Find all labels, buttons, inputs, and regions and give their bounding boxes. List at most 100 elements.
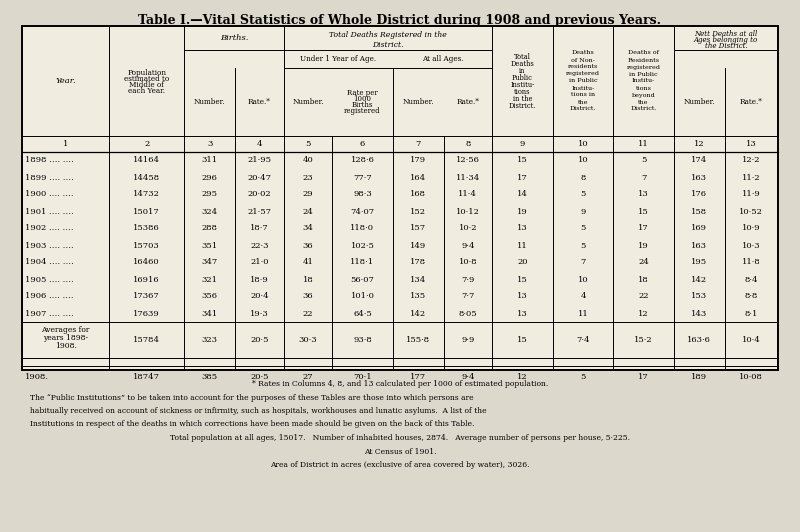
Text: 24: 24 xyxy=(302,207,314,215)
Text: 1899 …. ….: 1899 …. …. xyxy=(25,173,74,181)
Text: Area of District in acres (exclusive of area covered by water), 3026.: Area of District in acres (exclusive of … xyxy=(270,461,530,469)
Text: 143: 143 xyxy=(691,310,707,318)
Text: 118·1: 118·1 xyxy=(350,259,374,267)
Text: 4: 4 xyxy=(580,293,586,301)
Text: 1908.: 1908. xyxy=(54,342,77,350)
Text: 16460: 16460 xyxy=(134,259,160,267)
Text: 17: 17 xyxy=(638,225,649,232)
Text: Nett Deaths at all: Nett Deaths at all xyxy=(694,30,758,38)
Text: 11: 11 xyxy=(638,140,649,148)
Text: 15·2: 15·2 xyxy=(634,336,653,344)
Text: 13: 13 xyxy=(638,190,649,198)
Text: 98·3: 98·3 xyxy=(353,190,372,198)
Text: Number.: Number. xyxy=(292,98,324,106)
Text: 18: 18 xyxy=(638,276,649,284)
Text: 8: 8 xyxy=(465,140,470,148)
Text: 5: 5 xyxy=(580,242,586,250)
Text: 1906 …. ….: 1906 …. …. xyxy=(25,293,74,301)
Text: * Rates in Columns 4, 8, and 13 calculated per 1000 of estimated population.: * Rates in Columns 4, 8, and 13 calculat… xyxy=(252,380,548,388)
Text: 21·0: 21·0 xyxy=(250,259,269,267)
Text: 7: 7 xyxy=(415,140,421,148)
Text: 34: 34 xyxy=(302,225,314,232)
Text: 1898 …. ….: 1898 …. …. xyxy=(25,156,74,164)
Text: District.: District. xyxy=(509,102,536,110)
Text: 20·47: 20·47 xyxy=(247,173,271,181)
Text: 8·1: 8·1 xyxy=(745,310,758,318)
Text: 149: 149 xyxy=(410,242,426,250)
Text: 20·4: 20·4 xyxy=(250,293,269,301)
Text: years 1898-: years 1898- xyxy=(43,334,88,342)
Text: Middle of: Middle of xyxy=(130,81,164,89)
Text: At Census of 1901.: At Census of 1901. xyxy=(364,447,436,455)
Text: Ages belonging to: Ages belonging to xyxy=(694,36,758,44)
Text: 10·52: 10·52 xyxy=(739,207,763,215)
Text: 174: 174 xyxy=(691,156,707,164)
Text: Total: Total xyxy=(514,53,531,61)
Text: 12: 12 xyxy=(517,373,528,381)
Text: 5: 5 xyxy=(580,225,586,232)
Text: 321: 321 xyxy=(202,276,218,284)
Text: 17367: 17367 xyxy=(134,293,160,301)
Text: 6: 6 xyxy=(360,140,365,148)
Text: 7·4: 7·4 xyxy=(576,336,590,344)
Text: 10: 10 xyxy=(578,156,588,164)
Text: Residents: Residents xyxy=(627,57,659,62)
Text: 7: 7 xyxy=(641,173,646,181)
Text: Under 1 Year of Age.: Under 1 Year of Age. xyxy=(300,55,376,63)
Text: 157: 157 xyxy=(410,225,426,232)
Text: 36: 36 xyxy=(302,242,314,250)
Text: registered: registered xyxy=(566,71,600,77)
Text: 5: 5 xyxy=(641,156,646,164)
Text: Rate.*: Rate.* xyxy=(248,98,271,106)
Text: 142: 142 xyxy=(691,276,707,284)
Text: 177: 177 xyxy=(410,373,426,381)
Text: 11·4: 11·4 xyxy=(458,190,478,198)
Text: 56·07: 56·07 xyxy=(350,276,374,284)
Text: 21·95: 21·95 xyxy=(247,156,271,164)
Text: 22·3: 22·3 xyxy=(250,242,269,250)
Text: Institu-: Institu- xyxy=(632,79,655,84)
Text: 189: 189 xyxy=(691,373,707,381)
Text: 19: 19 xyxy=(517,207,528,215)
Text: 74·07: 74·07 xyxy=(350,207,374,215)
Text: 295: 295 xyxy=(202,190,218,198)
Text: 1000: 1000 xyxy=(354,95,371,103)
Text: 16916: 16916 xyxy=(134,276,160,284)
Text: 10: 10 xyxy=(578,276,588,284)
Text: 15784: 15784 xyxy=(134,336,160,344)
Text: 10·08: 10·08 xyxy=(739,373,763,381)
Text: 1: 1 xyxy=(63,140,68,148)
Text: habitually received on account of sickness or infirmity, such as hospitals, work: habitually received on account of sickne… xyxy=(30,407,486,415)
Text: 9·4: 9·4 xyxy=(461,242,474,250)
Text: 17: 17 xyxy=(638,373,649,381)
Text: 10·9: 10·9 xyxy=(742,225,761,232)
Text: 14458: 14458 xyxy=(134,173,160,181)
Text: 19·3: 19·3 xyxy=(250,310,269,318)
Text: 356: 356 xyxy=(202,293,218,301)
Text: 13: 13 xyxy=(517,310,528,318)
Text: 9: 9 xyxy=(520,140,525,148)
Text: 15: 15 xyxy=(638,207,649,215)
Text: 2: 2 xyxy=(144,140,150,148)
Text: the: the xyxy=(638,99,649,104)
Text: Deaths: Deaths xyxy=(510,60,534,68)
Text: 12: 12 xyxy=(694,140,705,148)
Text: Deaths: Deaths xyxy=(571,51,594,55)
Text: The “Public Institutions” to be taken into account for the purposes of these Tab: The “Public Institutions” to be taken in… xyxy=(30,394,474,402)
Text: 1902 …. ….: 1902 …. …. xyxy=(25,225,74,232)
Bar xyxy=(22,26,778,370)
Text: 164: 164 xyxy=(410,173,426,181)
Text: 11: 11 xyxy=(578,310,588,318)
Text: in Public: in Public xyxy=(630,71,658,77)
Text: 11: 11 xyxy=(517,242,528,250)
Text: 15: 15 xyxy=(517,156,528,164)
Text: 18·7: 18·7 xyxy=(250,225,269,232)
Text: 1907 …. ….: 1907 …. …. xyxy=(25,310,74,318)
Text: 29: 29 xyxy=(302,190,314,198)
Text: 15: 15 xyxy=(517,336,528,344)
Text: 13: 13 xyxy=(746,140,757,148)
Text: tions: tions xyxy=(514,88,530,96)
Text: 296: 296 xyxy=(202,173,218,181)
Text: registered: registered xyxy=(344,107,381,115)
Text: 176: 176 xyxy=(691,190,707,198)
